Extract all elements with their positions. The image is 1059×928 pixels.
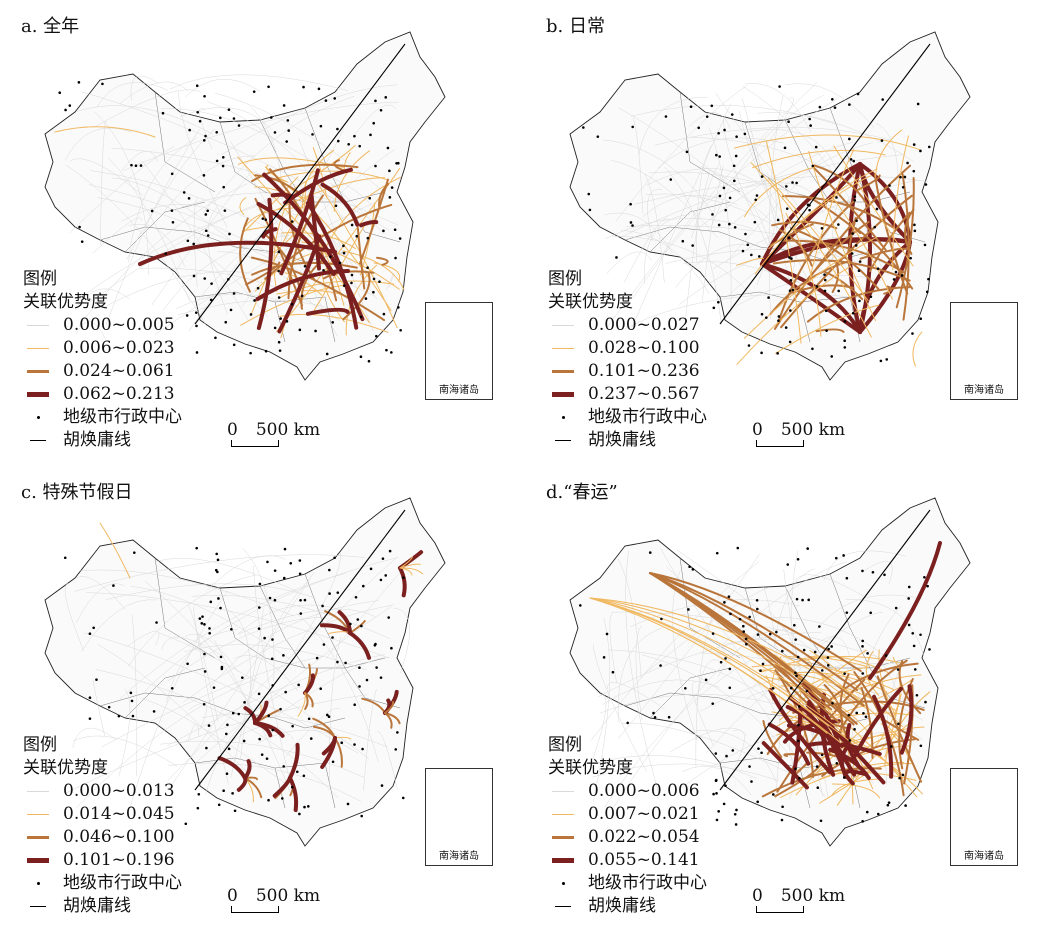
legend-class-2: 0.014~0.045 <box>23 803 182 826</box>
legend-class-2: 0.028~0.100 <box>548 337 707 360</box>
legend-heading: 图例 <box>548 735 582 755</box>
south-china-sea-inset: 南海诸岛 <box>950 768 1018 866</box>
scale-bar: 0 500 km <box>227 886 320 913</box>
inset-label: 南海诸岛 <box>964 385 1004 396</box>
legend: 图例 关联优势度 0.000~0.005 0.006~0.023 0.024~0… <box>23 268 182 452</box>
panel-title: a. 全年 <box>21 16 80 37</box>
panel-title: d.“春运” <box>546 482 618 503</box>
legend: 图例 关联优势度 0.000~0.006 0.007~0.021 0.022~0… <box>548 734 707 918</box>
panel-title: b. 日常 <box>546 16 605 37</box>
legend-class-3: 0.024~0.061 <box>23 360 182 383</box>
scale-bar: 0 500 km <box>752 420 845 447</box>
province-borders <box>99 557 401 809</box>
legend-class-1: 0.000~0.013 <box>23 780 182 803</box>
legend-class-2: 0.007~0.021 <box>548 803 707 826</box>
panel-title: c. 特殊节假日 <box>21 482 133 503</box>
legend-class-3: 0.022~0.054 <box>548 826 707 849</box>
legend-subheading: 关联优势度 <box>548 758 633 778</box>
hu-huanyong-line <box>719 509 931 791</box>
map-panel-holiday: c. 特殊节假日 图例 关联优势度 0.000~0.013 0.014~0.04… <box>5 468 525 928</box>
map-panel-daily: b. 日常 图例 关联优势度 0.000~0.027 0.028~0.100 0… <box>530 2 1050 462</box>
legend-hu-line: 胡焕庸线 <box>23 429 182 452</box>
legend-class-4: 0.237~0.567 <box>548 383 707 406</box>
legend-class-1: 0.000~0.027 <box>548 314 707 337</box>
china-map <box>569 497 971 847</box>
legend-class-4: 0.055~0.141 <box>548 849 707 872</box>
legend-city: 地级市行政中心 <box>23 406 182 429</box>
flows <box>54 126 405 339</box>
china-map <box>44 31 446 381</box>
flows <box>589 541 942 806</box>
legend-class-1: 0.000~0.005 <box>23 314 182 337</box>
south-china-sea-inset: 南海诸岛 <box>950 302 1018 400</box>
city-dots <box>63 546 405 826</box>
legend-subheading: 关联优势度 <box>23 292 108 312</box>
south-china-sea-inset: 南海诸岛 <box>425 302 493 400</box>
legend-subheading: 关联优势度 <box>23 758 108 778</box>
legend: 图例 关联优势度 0.000~0.013 0.014~0.045 0.046~0… <box>23 734 182 918</box>
legend-heading: 图例 <box>23 269 57 289</box>
legend-subheading: 关联优势度 <box>548 292 633 312</box>
legend: 图例 关联优势度 0.000~0.027 0.028~0.100 0.101~0… <box>548 268 707 452</box>
legend-hu-line: 胡焕庸线 <box>23 895 182 918</box>
scale-bar: 0 500 km <box>752 886 845 913</box>
city-dots <box>58 81 402 363</box>
weak-flows <box>591 548 924 809</box>
south-china-sea-inset: 南海诸岛 <box>425 768 493 866</box>
legend-class-2: 0.006~0.023 <box>23 337 182 360</box>
legend-hu-line: 胡焕庸线 <box>548 429 707 452</box>
legend-class-4: 0.101~0.196 <box>23 849 182 872</box>
hu-huanyong-line <box>719 43 931 325</box>
map-panel-spring-festival: d.“春运” 图例 关联优势度 0.000~0.006 0.007~0.021 … <box>530 468 1050 928</box>
legend-class-3: 0.101~0.236 <box>548 360 707 383</box>
legend-hu-line: 胡焕庸线 <box>548 895 707 918</box>
flows <box>99 522 424 813</box>
china-map <box>569 31 971 381</box>
hu-huanyong-line <box>194 43 406 325</box>
scale-bar: 0 500 km <box>227 420 320 447</box>
weak-flows <box>64 548 410 808</box>
legend-city: 地级市行政中心 <box>548 406 707 429</box>
inset-label: 南海诸岛 <box>439 851 479 862</box>
legend-city: 地级市行政中心 <box>548 872 707 895</box>
legend-city: 地级市行政中心 <box>23 872 182 895</box>
legend-class-3: 0.046~0.100 <box>23 826 182 849</box>
city-dots <box>582 85 931 363</box>
legend-class-1: 0.000~0.006 <box>548 780 707 803</box>
flows <box>734 129 923 367</box>
city-dots <box>579 546 931 826</box>
inset-label: 南海诸岛 <box>964 851 1004 862</box>
legend-heading: 图例 <box>23 735 57 755</box>
map-panel-annual: a. 全年 图例 关联优势度 0.000~0.005 0.006~0.023 0… <box>5 2 525 462</box>
hu-huanyong-line <box>194 509 406 791</box>
legend-heading: 图例 <box>548 269 582 289</box>
inset-label: 南海诸岛 <box>439 385 479 396</box>
china-map <box>44 497 446 847</box>
legend-class-4: 0.062~0.213 <box>23 383 182 406</box>
